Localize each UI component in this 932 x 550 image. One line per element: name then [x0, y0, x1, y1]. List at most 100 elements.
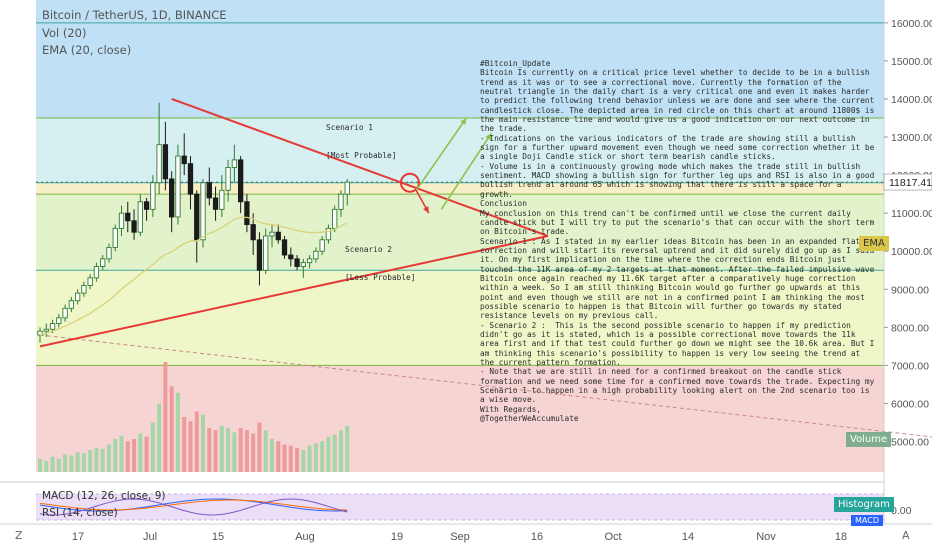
volume-bar [269, 439, 274, 472]
volume-bar [282, 444, 287, 472]
candle-body [275, 231, 281, 241]
volume-bar [332, 434, 337, 472]
volume-bar [238, 428, 243, 472]
volume-bar [307, 445, 312, 472]
indicator-legend-volume[interactable]: Vol (20) [42, 26, 87, 40]
scenario-overlay [399, 117, 493, 214]
candle-body [43, 328, 49, 332]
macd-legend[interactable]: MACD (12, 26, close, 9) [42, 490, 166, 502]
time-tick-label: 18 [835, 531, 847, 543]
volume-bar [244, 430, 249, 472]
volume-bar [119, 435, 124, 472]
volume-bar [338, 430, 343, 472]
analysis-note: #Bitcoin_Update Bitcoin Is currently on … [480, 59, 875, 424]
candle-body [162, 144, 169, 180]
scenario-1-alt-arrow-head [485, 133, 492, 141]
volume-bar [301, 450, 306, 472]
volume-bar [88, 450, 93, 472]
auto-scale-button[interactable]: A [902, 529, 910, 542]
candle-body [206, 182, 212, 199]
scenario-1-title: Scenario 1 [326, 122, 373, 132]
volume-bar [75, 452, 80, 472]
volume-bar [56, 458, 61, 472]
time-tick-label: Sep [450, 531, 470, 543]
volume-bar [144, 436, 149, 472]
macd-line [39, 498, 348, 512]
current-price-box [883, 173, 932, 191]
time-tick-label: 16 [531, 531, 543, 543]
time-tick-label: Aug [295, 531, 315, 543]
volume-bar [263, 430, 268, 472]
volume-bar [188, 421, 193, 472]
volume-bar [163, 362, 168, 472]
volume-bar [251, 433, 256, 472]
candle-body [194, 193, 200, 241]
volume-bar [295, 447, 300, 472]
volume-bar [150, 422, 155, 472]
candle-body [237, 159, 244, 203]
candlesticks [37, 102, 350, 343]
candle-body [344, 181, 350, 195]
candle-body [187, 163, 194, 195]
long-term-trendline [39, 334, 932, 438]
zoom-button[interactable]: Z [15, 529, 23, 542]
volume-bar [125, 441, 130, 472]
candle-body [143, 201, 150, 210]
volume-bar [313, 443, 318, 472]
scenario-1-subtitle: [Most Probable] [326, 151, 397, 161]
candle-body [131, 220, 137, 233]
scenario-1-arrow-head [460, 118, 467, 125]
scenario-1-arrow [415, 117, 468, 191]
candle-body [244, 201, 250, 226]
candle-body [306, 258, 313, 264]
pattern-lines [39, 98, 932, 438]
volume-bar [201, 414, 206, 472]
volume-badge[interactable]: Volume [846, 432, 892, 447]
candle-body [231, 159, 238, 168]
price-tick-label: 7000.00 [891, 360, 929, 372]
volume-bar [207, 428, 212, 472]
candle-body [294, 258, 300, 267]
candle-body [87, 277, 93, 286]
volume-bar [194, 411, 199, 472]
rsi-line [39, 498, 348, 516]
lower-panes [0, 481, 884, 521]
volume-bar [169, 386, 174, 472]
candle-body [118, 212, 125, 229]
candle-body [100, 258, 106, 267]
volume-bar [257, 422, 262, 472]
candle-body [106, 246, 112, 260]
scenario-1-label: Scenario 1 [Most Probable] [326, 104, 396, 170]
scenario-1-alt-arrow [440, 132, 493, 210]
volume-bar [213, 430, 218, 472]
volume-bar [132, 439, 137, 472]
candle-body [93, 266, 100, 279]
lower-pane-axis-label: 0.00 [891, 505, 912, 517]
ema-badge[interactable]: EMA [859, 236, 889, 251]
volume-bar [288, 445, 293, 472]
histogram-badge[interactable]: Histogram [834, 497, 894, 512]
candle-body [81, 285, 87, 294]
price-zone-2 [36, 182, 884, 195]
price-tick-label: 13000.00 [891, 132, 932, 144]
chart-title[interactable]: Bitcoin / TetherUS, 1D, BINANCE [42, 8, 227, 22]
candle-body [56, 317, 62, 324]
rsi-band [36, 494, 884, 520]
time-tick-label: 14 [682, 531, 694, 543]
candle-body [74, 292, 81, 302]
volume-bar [326, 436, 331, 472]
volume-bar [94, 447, 99, 472]
volume-bar [138, 433, 143, 472]
volume-bar [345, 425, 350, 472]
candle-body [225, 167, 231, 191]
candle-body [200, 182, 206, 241]
candle-body [156, 144, 162, 184]
indicator-legend-ema[interactable]: EMA (20, close) [42, 43, 132, 57]
volume-bar [226, 428, 231, 472]
ema-line [39, 216, 348, 336]
scenario-2-title: Scenario 2 [345, 244, 392, 254]
rsi-legend[interactable]: RSI (14, close) [42, 507, 118, 519]
